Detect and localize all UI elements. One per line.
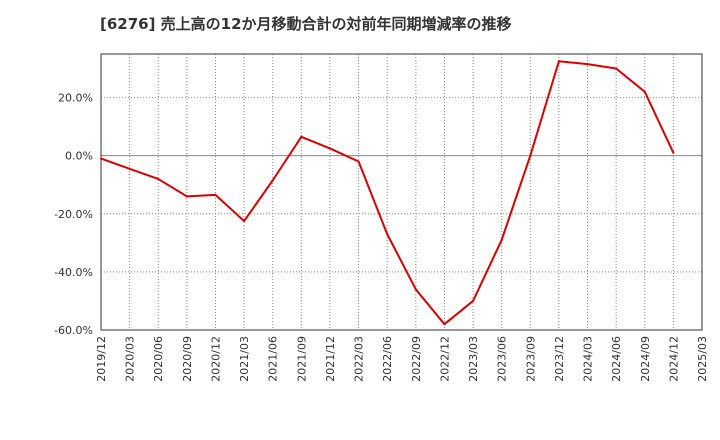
x-tick-label: 2023/09 (524, 336, 537, 382)
x-tick-label: 2023/03 (467, 336, 480, 382)
data-point (386, 233, 389, 236)
y-tick-label: 0.0% (65, 150, 93, 163)
chart-title: [6276] 売上高の12か月移動合計の対前年同期増減率の推移 (100, 15, 512, 33)
data-point (328, 147, 331, 150)
x-tick-label: 2022/12 (438, 336, 451, 382)
series-layer (100, 60, 675, 326)
x-tick-label: 2024/06 (610, 336, 623, 382)
x-tick-label: 2021/03 (238, 336, 251, 382)
grid-layer (100, 54, 703, 331)
x-tick-label: 2022/09 (410, 336, 423, 382)
plot-frame (100, 53, 703, 331)
x-tick-label: 2020/09 (181, 336, 194, 382)
data-point (672, 151, 675, 154)
x-tick-label: 2024/09 (639, 336, 652, 382)
data-point (157, 177, 160, 180)
data-point (529, 154, 532, 157)
data-point (214, 193, 217, 196)
x-tick-label: 2021/12 (324, 336, 337, 382)
x-tick-label: 2020/03 (124, 336, 137, 382)
x-tick-label: 2022/06 (381, 336, 394, 382)
y-tick-label: 20.0% (58, 92, 93, 105)
data-point (472, 299, 475, 302)
data-point (300, 135, 303, 138)
data-point (500, 238, 503, 241)
y-tick-label: -60.0% (54, 324, 93, 337)
x-tick-label: 2019/12 (95, 336, 108, 382)
x-axis-tick-labels: 2019/12 2020/03 2020/06 2020/09 2020/12 2021/… (95, 336, 709, 382)
data-point (243, 220, 246, 223)
y-tick-label: -20.0% (54, 208, 93, 221)
x-tick-label: 2020/06 (152, 336, 165, 382)
x-tick-label: 2021/06 (267, 336, 280, 382)
data-point (443, 323, 446, 326)
y-axis-tick-labels: 20.0% 0.0% -20.0% -40.0% -60.0% (54, 92, 93, 337)
data-point (271, 179, 274, 182)
x-tick-label: 2024/03 (582, 336, 595, 382)
x-tick-label: 2020/12 (209, 336, 222, 382)
x-tick-label: 2023/06 (496, 336, 509, 382)
data-point (414, 288, 417, 291)
data-point (643, 90, 646, 93)
x-tick-label: 2025/03 (696, 336, 709, 382)
data-point (557, 60, 560, 63)
data-point (100, 157, 102, 160)
data-point (357, 160, 360, 163)
data-point (615, 67, 618, 70)
data-point (128, 167, 131, 170)
data-point (586, 63, 589, 66)
x-tick-label: 2022/03 (353, 336, 366, 382)
x-tick-label: 2023/12 (553, 336, 566, 382)
data-point (185, 195, 188, 198)
x-tick-label: 2024/12 (667, 336, 680, 382)
y-tick-label: -40.0% (54, 266, 93, 279)
x-tick-label: 2021/09 (295, 336, 308, 382)
